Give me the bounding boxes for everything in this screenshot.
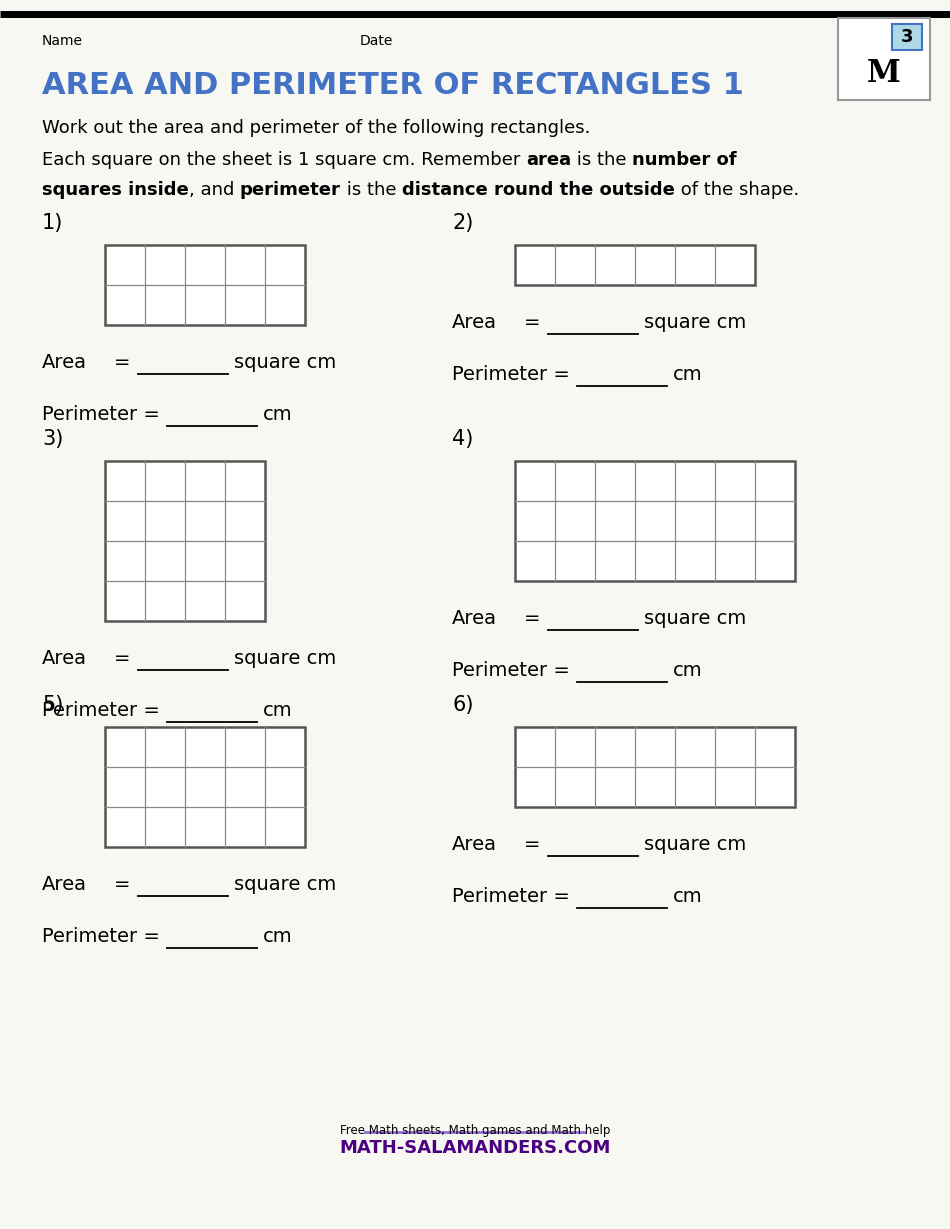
Text: =: = <box>114 649 130 669</box>
Bar <box>515 245 755 285</box>
Bar <box>515 728 795 807</box>
Text: Perimeter =: Perimeter = <box>452 661 570 680</box>
Text: cm: cm <box>673 661 703 680</box>
Text: , and: , and <box>189 181 239 199</box>
Text: Perimeter =: Perimeter = <box>42 927 160 946</box>
Bar <box>838 18 930 100</box>
Text: cm: cm <box>673 887 703 906</box>
Text: square cm: square cm <box>234 649 336 669</box>
Text: 6): 6) <box>452 696 473 715</box>
Text: Free Math sheets, Math games and Math help: Free Math sheets, Math games and Math he… <box>340 1125 610 1137</box>
Text: Perimeter =: Perimeter = <box>452 887 570 906</box>
Text: Date: Date <box>360 34 393 48</box>
Text: square cm: square cm <box>234 353 336 372</box>
Text: Area: Area <box>42 353 87 372</box>
Text: squares inside: squares inside <box>42 181 189 199</box>
Text: =: = <box>114 875 130 893</box>
Text: square cm: square cm <box>644 313 747 332</box>
Text: perimeter: perimeter <box>239 181 341 199</box>
Text: Area: Area <box>452 834 497 854</box>
Text: 2): 2) <box>452 213 473 234</box>
Text: 3: 3 <box>901 28 913 45</box>
Bar <box>105 245 305 324</box>
Text: Area: Area <box>452 610 497 628</box>
Text: Μ: Μ <box>867 59 901 90</box>
Text: is the: is the <box>341 181 402 199</box>
Text: cm: cm <box>263 927 293 946</box>
Text: number of: number of <box>633 151 737 170</box>
Text: 5): 5) <box>42 696 64 715</box>
Text: MATH-SALAMANDERS.COM: MATH-SALAMANDERS.COM <box>339 1139 611 1156</box>
Text: 3): 3) <box>42 429 64 449</box>
Text: cm: cm <box>673 365 703 383</box>
Text: 1): 1) <box>42 213 64 234</box>
Bar <box>105 461 265 621</box>
Text: cm: cm <box>263 406 293 424</box>
Text: Work out the area and perimeter of the following rectangles.: Work out the area and perimeter of the f… <box>42 119 590 136</box>
Text: Each square on the sheet is 1 square cm. Remember: Each square on the sheet is 1 square cm.… <box>42 151 526 170</box>
Text: square cm: square cm <box>644 834 747 854</box>
Bar <box>515 461 795 581</box>
Text: area: area <box>526 151 571 170</box>
Text: Perimeter =: Perimeter = <box>42 701 160 720</box>
Text: Area: Area <box>452 313 497 332</box>
Bar <box>105 728 305 847</box>
Text: square cm: square cm <box>234 875 336 893</box>
Text: =: = <box>524 610 541 628</box>
Text: Name: Name <box>42 34 83 48</box>
Bar <box>892 25 922 50</box>
Text: Perimeter =: Perimeter = <box>452 365 570 383</box>
Text: =: = <box>114 353 130 372</box>
Text: is the: is the <box>571 151 633 170</box>
Text: square cm: square cm <box>644 610 747 628</box>
Text: AREA AND PERIMETER OF RECTANGLES 1: AREA AND PERIMETER OF RECTANGLES 1 <box>42 71 744 100</box>
Text: =: = <box>524 834 541 854</box>
Text: Area: Area <box>42 649 87 669</box>
Text: =: = <box>524 313 541 332</box>
Text: 4): 4) <box>452 429 473 449</box>
Text: cm: cm <box>263 701 293 720</box>
Text: Area: Area <box>42 875 87 893</box>
Text: Perimeter =: Perimeter = <box>42 406 160 424</box>
Text: of the shape.: of the shape. <box>674 181 799 199</box>
Text: distance round the outside: distance round the outside <box>402 181 674 199</box>
